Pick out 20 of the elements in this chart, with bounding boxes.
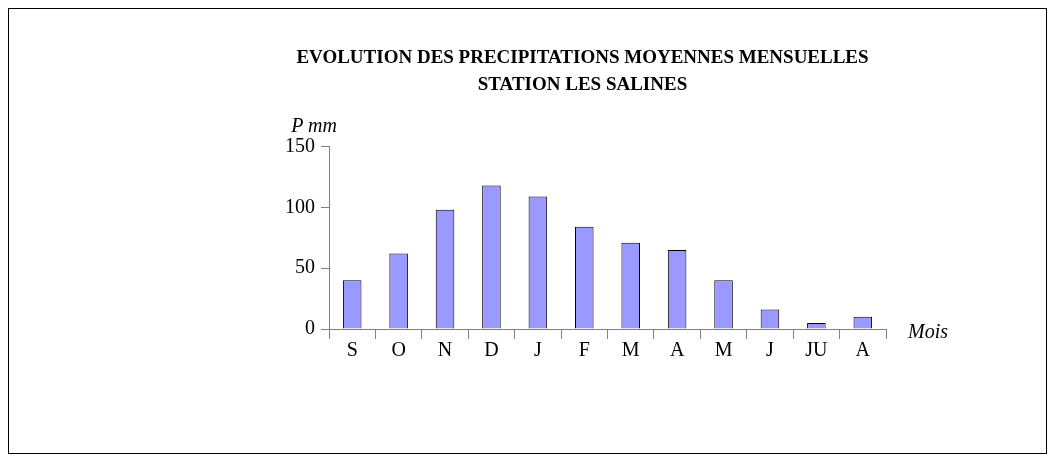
x-tick-label: N xyxy=(437,338,453,361)
x-tick-label: D xyxy=(484,338,499,361)
x-tick-label: A xyxy=(855,338,871,361)
y-tick-label: 100 xyxy=(285,194,315,217)
x-axis-title: Mois xyxy=(907,320,949,343)
x-tick-label: J xyxy=(766,338,775,361)
x-tick-label: M xyxy=(621,338,640,361)
x-tick-label: JU xyxy=(805,338,829,361)
x-tick-label: A xyxy=(669,338,685,361)
x-tick-label: J xyxy=(533,338,542,361)
y-axis-title: P mm xyxy=(290,113,337,136)
x-tick-label: M xyxy=(714,338,733,361)
chart-subtitle: STATION LES SALINES xyxy=(477,73,688,95)
y-tick-label: 0 xyxy=(305,316,315,339)
x-tick-label: O xyxy=(391,338,406,361)
y-tick-label: 50 xyxy=(295,255,315,278)
x-tick-label: F xyxy=(578,338,590,361)
x-tick-label: S xyxy=(346,338,358,361)
y-tick-label: 150 xyxy=(285,133,315,156)
chart-title: EVOLUTION DES PRECIPITATIONS MOYENNES MENSUELLES xyxy=(296,46,869,68)
